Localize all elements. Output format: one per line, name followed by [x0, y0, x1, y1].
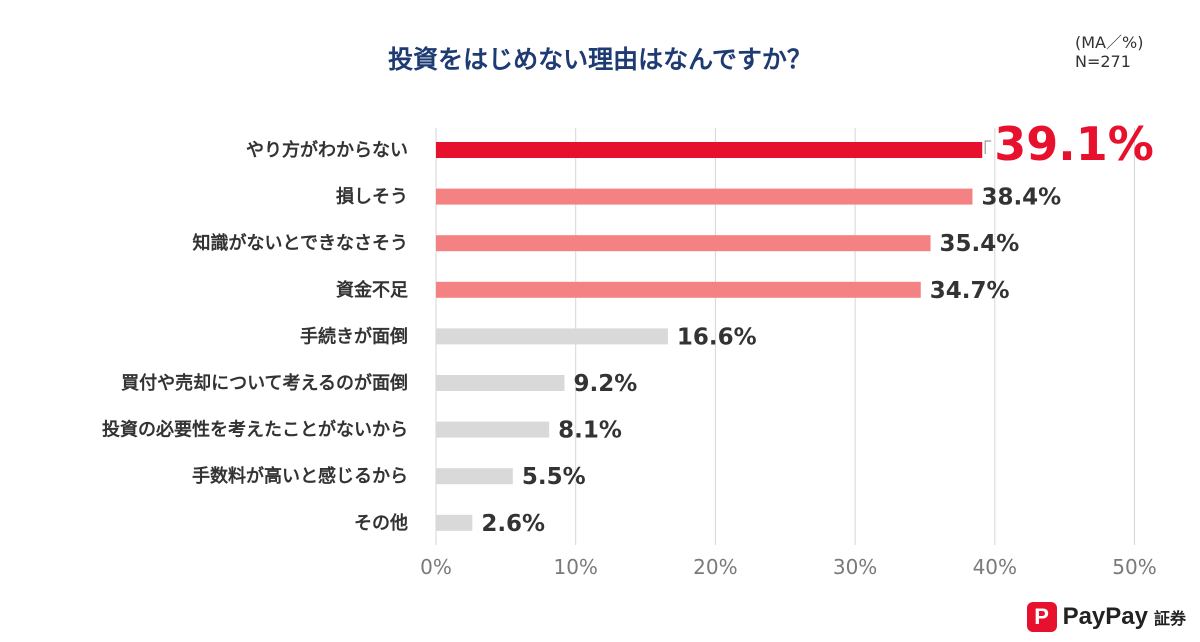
- value-label: 16.6%: [677, 324, 757, 350]
- value-label: 5.5%: [522, 464, 586, 490]
- note-sample-size: N=271: [1075, 52, 1131, 71]
- chart-title: 投資をはじめない理由はなんですか？: [388, 45, 812, 74]
- paypay-logo-icon: P: [1026, 602, 1057, 632]
- category-label: 買付や売却について考えるのが面倒: [121, 372, 408, 394]
- sample-note: (MA／%) N=271: [1075, 33, 1143, 71]
- logo-name: PayPay: [1062, 603, 1148, 630]
- x-tick-label: 0%: [420, 555, 452, 579]
- value-label: 38.4%: [981, 185, 1061, 211]
- bar: [436, 281, 921, 298]
- category-label: 投資の必要性を考えたことがないから: [102, 419, 408, 441]
- category-label: 損しそう: [336, 186, 408, 208]
- bar: [436, 421, 550, 438]
- x-tick-label: 40%: [973, 555, 1017, 579]
- value-label: 9.2%: [574, 371, 638, 397]
- category-label: 資金不足: [336, 279, 408, 301]
- bar: [436, 468, 513, 485]
- category-label: 知識がないとできなさそう: [193, 232, 408, 254]
- x-tick-label: 20%: [693, 555, 737, 579]
- callout-line: [984, 140, 992, 154]
- x-tick-label: 10%: [553, 555, 597, 579]
- bar: [436, 375, 565, 391]
- bar: [436, 142, 983, 158]
- bar: [436, 514, 473, 531]
- note-unit: (MA／%): [1075, 33, 1144, 52]
- bar: [436, 328, 668, 345]
- value-label: 35.4%: [940, 231, 1020, 257]
- category-label: 手数料が高いと感じるから: [192, 465, 408, 487]
- value-label: 8.1%: [558, 418, 622, 444]
- value-label: 2.6%: [481, 511, 545, 537]
- category-label: 手続きが面倒: [300, 325, 408, 347]
- paypay-securities-logo: P PayPay 証券: [1026, 602, 1186, 632]
- x-tick-label: 30%: [833, 555, 877, 579]
- value-label: 39.1%: [994, 117, 1154, 171]
- bar: [436, 188, 973, 205]
- bar: [436, 235, 931, 252]
- category-label: やり方がわからない: [246, 139, 408, 161]
- category-label: その他: [354, 512, 408, 534]
- x-tick-label: 50%: [1112, 555, 1156, 579]
- logo-suffix: 証券: [1153, 609, 1186, 628]
- value-label: 34.7%: [930, 278, 1010, 304]
